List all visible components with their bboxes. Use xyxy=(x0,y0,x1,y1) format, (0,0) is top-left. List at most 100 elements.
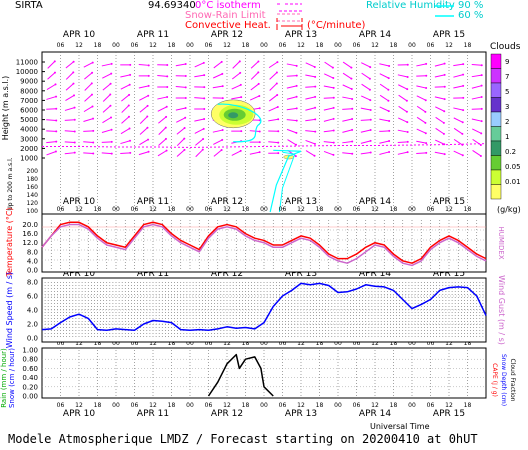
wind-arrow-head xyxy=(258,141,261,144)
wind-arrow xyxy=(46,108,57,110)
wind-arrow-head xyxy=(480,84,483,87)
meteogram: SIRTA 94.69340 0°C isotherm Snow-Rain Li… xyxy=(0,0,521,431)
hour-label: 00 xyxy=(186,42,194,49)
legend-isotherm-label: 0°C isotherm xyxy=(195,0,261,11)
hour-label: 06 xyxy=(131,402,139,409)
wind-arrow-head xyxy=(424,99,427,102)
wind-arrow-head xyxy=(166,95,169,98)
wind-arrow-head xyxy=(258,130,261,133)
colorbar-swatch xyxy=(490,140,502,156)
colorbar-tick: 5 xyxy=(505,88,509,96)
hour-label: 06 xyxy=(205,402,213,409)
wind-arrow-head xyxy=(91,71,94,74)
wind-arrow xyxy=(101,141,112,143)
wind-arrow xyxy=(472,150,482,157)
legend-rh-label: Relative Humidity xyxy=(366,0,455,11)
series-line xyxy=(207,353,274,397)
wind-arrow-head xyxy=(387,88,390,91)
wind-arrow-head xyxy=(369,128,372,131)
wind-arrow-head xyxy=(202,137,205,140)
wind-arrow-head xyxy=(127,115,130,118)
wind-arrow xyxy=(342,96,353,100)
hour-label: 18 xyxy=(242,402,250,409)
day-label: APR 12 xyxy=(211,269,243,279)
wind-arrow-head xyxy=(221,72,224,75)
wind-arrow-head xyxy=(388,120,391,123)
hour-label: 00 xyxy=(260,402,268,409)
wind-arrow xyxy=(47,60,56,69)
wind-arrow xyxy=(360,129,371,133)
wind-arrow xyxy=(471,74,482,78)
wind-arrow xyxy=(194,74,205,78)
wind-arrow xyxy=(64,141,75,143)
wind-arrow-head xyxy=(313,154,316,157)
hour-label: 06 xyxy=(205,206,213,213)
wind-arrow xyxy=(65,72,74,80)
colorbar-tick: 7 xyxy=(505,73,509,81)
y-tick-label: 11000 xyxy=(16,59,38,67)
y-tick-label: 9000 xyxy=(20,78,38,86)
wind-arrow xyxy=(360,152,371,155)
wind-arrow-head xyxy=(258,107,261,110)
wind-arrow-head xyxy=(406,63,409,66)
hour-label: 18 xyxy=(168,340,176,347)
wind-arrow xyxy=(83,118,94,122)
wind-arrow xyxy=(175,63,186,67)
legend-line-samples xyxy=(276,3,303,30)
y-tick-label: 0.00 xyxy=(22,393,38,401)
rh-contour xyxy=(269,149,302,213)
hour-label: 06 xyxy=(57,402,65,409)
hour-label: 12 xyxy=(297,340,305,347)
wind-arrow-head xyxy=(443,73,446,76)
wind-arrow-head xyxy=(55,119,58,122)
wind-arrow xyxy=(379,140,390,144)
wind-arrow-head xyxy=(351,128,354,131)
wind-arrow-head xyxy=(147,138,150,141)
wind-arrow-head xyxy=(368,77,371,80)
wind-arrow-head xyxy=(462,96,465,99)
wind-arrow xyxy=(102,105,111,113)
wind-arrow xyxy=(305,62,315,68)
wind-arrow-head xyxy=(240,130,243,133)
wind-arrow-head xyxy=(462,73,465,76)
hour-label: 18 xyxy=(168,402,176,409)
wind-arrow xyxy=(212,73,223,79)
wind-arrow xyxy=(323,85,334,89)
wind-arrow-head xyxy=(425,142,428,145)
wind-arrow-head xyxy=(332,96,335,99)
wind-arrow xyxy=(120,84,130,90)
wind-arrow xyxy=(305,74,316,78)
wind-arrow xyxy=(157,74,168,77)
hour-label: 18 xyxy=(464,340,472,347)
wind-arrow-head xyxy=(129,139,132,142)
hour-label: 06 xyxy=(131,42,139,49)
y-tick-label: 4.0 xyxy=(27,307,38,315)
wind-arrow xyxy=(268,118,279,122)
wind-arrow-head xyxy=(443,85,446,88)
wind-arrow-head xyxy=(351,140,354,143)
wind-arrow xyxy=(102,73,112,79)
temp-y-label-right: HUMIDEX xyxy=(497,226,505,259)
wind-arrow-head xyxy=(387,77,390,80)
hour-label: 00 xyxy=(334,340,342,347)
wind-arrow xyxy=(342,108,353,110)
wind-arrow xyxy=(416,128,426,134)
wind-arrow-head xyxy=(277,152,280,155)
y-tick-label: 2000 xyxy=(20,145,38,153)
hour-label: 12 xyxy=(371,340,379,347)
wind-arrow-head xyxy=(442,121,445,124)
wind-arrow-head xyxy=(277,118,280,121)
wind-arrow-head xyxy=(91,61,94,64)
wind-arrow xyxy=(65,61,74,69)
wind-arrow-head xyxy=(258,151,261,154)
hour-label: 00 xyxy=(334,42,342,49)
wind-arrow-head xyxy=(128,127,131,130)
wind-arrow-head xyxy=(331,66,334,69)
wind-arrow-head xyxy=(295,64,298,67)
wind-arrow-head xyxy=(277,141,280,144)
wind-arrow xyxy=(361,95,371,101)
wind-arrow-head xyxy=(424,121,427,124)
series-line xyxy=(41,223,487,267)
hour-label: 12 xyxy=(445,340,453,347)
colorbar-swatch xyxy=(490,111,502,127)
